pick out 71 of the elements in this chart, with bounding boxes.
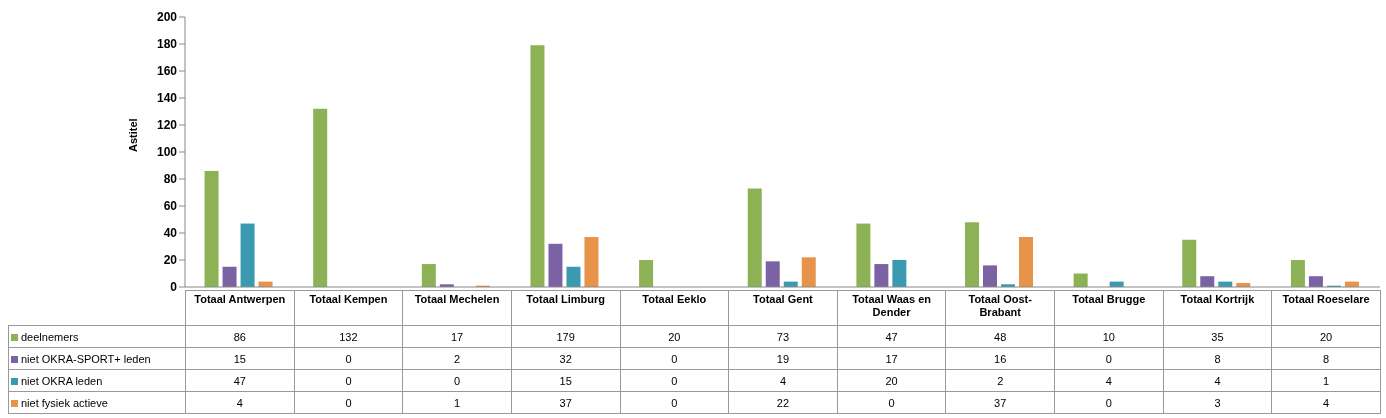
y-tick-label: 60 — [163, 199, 178, 214]
x-tick-label: Totaal Brugge — [1054, 290, 1164, 326]
x-tick-label: Totaal Waas en Dender — [837, 290, 946, 326]
data-label: 73 — [728, 325, 838, 348]
data-label: 0 — [294, 369, 403, 392]
x-tick-label: Totaal Roeselare — [1271, 290, 1381, 326]
data-label: 0 — [620, 391, 729, 414]
data-label: 4 — [1271, 391, 1381, 414]
data-label: 0 — [1054, 347, 1164, 370]
data-label: 48 — [945, 325, 1055, 348]
data-label: 0 — [402, 369, 512, 392]
data-label: 4 — [1054, 369, 1164, 392]
data-label: 3 — [1163, 391, 1272, 414]
y-tick-label: 100 — [156, 145, 178, 160]
data-label: 0 — [1054, 391, 1164, 414]
data-label: 2 — [945, 369, 1055, 392]
data-label: 0 — [620, 369, 729, 392]
data-label: 1 — [1271, 369, 1381, 392]
data-label: 8 — [1271, 347, 1381, 370]
data-label: 0 — [294, 391, 403, 414]
data-label: 132 — [294, 325, 403, 348]
data-label: 8 — [1163, 347, 1272, 370]
data-label: 1 — [402, 391, 512, 414]
data-label: 17 — [402, 325, 512, 348]
data-label: 0 — [294, 347, 403, 370]
data-label: 2 — [402, 347, 512, 370]
y-tick-label: 160 — [156, 64, 178, 79]
data-label: 19 — [728, 347, 838, 370]
data-label: 4 — [728, 369, 838, 392]
x-tick-label: Totaal Kortrijk — [1163, 290, 1272, 326]
data-label: 20 — [1271, 325, 1381, 348]
data-label: 86 — [185, 325, 295, 348]
y-tick-label: 120 — [156, 118, 178, 133]
data-label: 32 — [511, 347, 620, 370]
data-label: 37 — [511, 391, 620, 414]
x-tick-label: Totaal Gent — [728, 290, 838, 326]
y-tick-label: 180 — [156, 37, 178, 52]
data-label: 15 — [185, 347, 295, 370]
data-label: 35 — [1163, 325, 1272, 348]
y-tick-label: 0 — [170, 280, 178, 295]
legend-label: niet OKRA-SPORT+ leden — [8, 347, 186, 370]
data-label: 0 — [620, 347, 729, 370]
x-tick-label: Totaal Antwerpen — [185, 290, 295, 326]
data-label: 20 — [837, 369, 946, 392]
data-label: 4 — [185, 391, 295, 414]
data-label: 20 — [620, 325, 729, 348]
data-label: 4 — [1163, 369, 1272, 392]
y-tick-label: 80 — [163, 172, 178, 187]
y-tick-label: 40 — [163, 226, 178, 241]
data-label: 16 — [945, 347, 1055, 370]
data-label: 179 — [511, 325, 620, 348]
legend-label: niet OKRA leden — [8, 369, 186, 392]
x-tick-label: Totaal Oost-Brabant — [945, 290, 1055, 326]
data-label: 47 — [837, 325, 946, 348]
legend-label: deelnemers — [8, 325, 186, 348]
y-tick-label: 200 — [156, 10, 178, 25]
x-tick-label: Totaal Eeklo — [620, 290, 729, 326]
y-tick-label: 140 — [156, 91, 178, 106]
data-label: 10 — [1054, 325, 1164, 348]
data-label: 22 — [728, 391, 838, 414]
data-label: 17 — [837, 347, 946, 370]
y-axis-title: Astitel — [126, 118, 139, 152]
x-tick-label: Totaal Kempen — [294, 290, 403, 326]
data-label: 15 — [511, 369, 620, 392]
data-label: 47 — [185, 369, 295, 392]
y-tick-label: 20 — [163, 253, 178, 268]
legend-label: niet fysiek actieve — [8, 391, 186, 414]
x-tick-label: Totaal Limburg — [511, 290, 620, 326]
data-label: 37 — [945, 391, 1055, 414]
x-tick-label: Totaal Mechelen — [402, 290, 512, 326]
data-label: 0 — [837, 391, 946, 414]
